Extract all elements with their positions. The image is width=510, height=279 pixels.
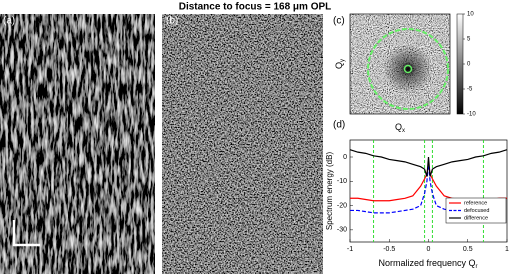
x-tick-label: -0.5 — [383, 246, 395, 253]
x-axis-label-main: Normalized frequency Q — [378, 258, 475, 268]
y-tick-label: -20 — [337, 202, 347, 209]
axis-label-main: Q — [334, 62, 344, 69]
y-axis-label: Spectrum energy (dB) — [325, 152, 334, 231]
axis-label: Qy — [334, 59, 345, 69]
panel-label: (a) — [3, 16, 15, 27]
axis-label-main: Q — [395, 122, 402, 132]
image-a-texture — [0, 14, 155, 274]
series-line — [349, 149, 508, 177]
plot: 0 -10 -20 -30 -1 -0.5 0 0.5 1 reference defocusedd… — [337, 139, 509, 253]
panel-label: (d) — [333, 120, 345, 131]
x-axis-label: Normalized frequency Qr — [378, 258, 477, 269]
colorbar-tick-label: 0 — [467, 62, 471, 68]
scale-bar — [12, 220, 40, 247]
x-tick-label: 1 — [505, 246, 509, 253]
x-tick-label: 0 — [427, 246, 431, 253]
colorbar-tick-label: 5 — [467, 37, 471, 43]
legend-label: difference — [464, 215, 488, 221]
axis-label-sub: y — [340, 59, 346, 62]
outer-circle — [367, 28, 449, 110]
colorbar-tick-label: -10 — [467, 112, 476, 118]
x-tick-label: -1 — [347, 246, 353, 253]
y-tick-label: -10 — [337, 178, 347, 185]
colorbar-ticks: 10 5 0 -5 -10 — [463, 12, 476, 118]
y-tick-label: 0 — [343, 154, 347, 161]
image-c-frame — [349, 13, 451, 115]
colorbar-tick-label: -5 — [467, 87, 473, 93]
x-tick-label: 0.5 — [463, 246, 473, 253]
image-c-center — [350, 14, 450, 114]
inner-circle — [403, 64, 413, 74]
axis-label: Qx — [395, 122, 405, 133]
panel-label: (c) — [333, 16, 345, 27]
legend-label: defocused — [464, 208, 489, 214]
image-b-texture — [162, 14, 323, 274]
figure-title: Distance to focus = 168 μm OPL — [179, 2, 332, 13]
y-tick-label: -30 — [337, 227, 347, 234]
colorbar-tick-label: 10 — [467, 12, 474, 18]
panel-label: (b) — [166, 16, 178, 27]
colorbar — [456, 13, 464, 115]
x-axis-label-sub: r — [476, 264, 478, 270]
axis-label-sub: x — [402, 128, 405, 134]
legend-label: reference — [464, 200, 487, 206]
